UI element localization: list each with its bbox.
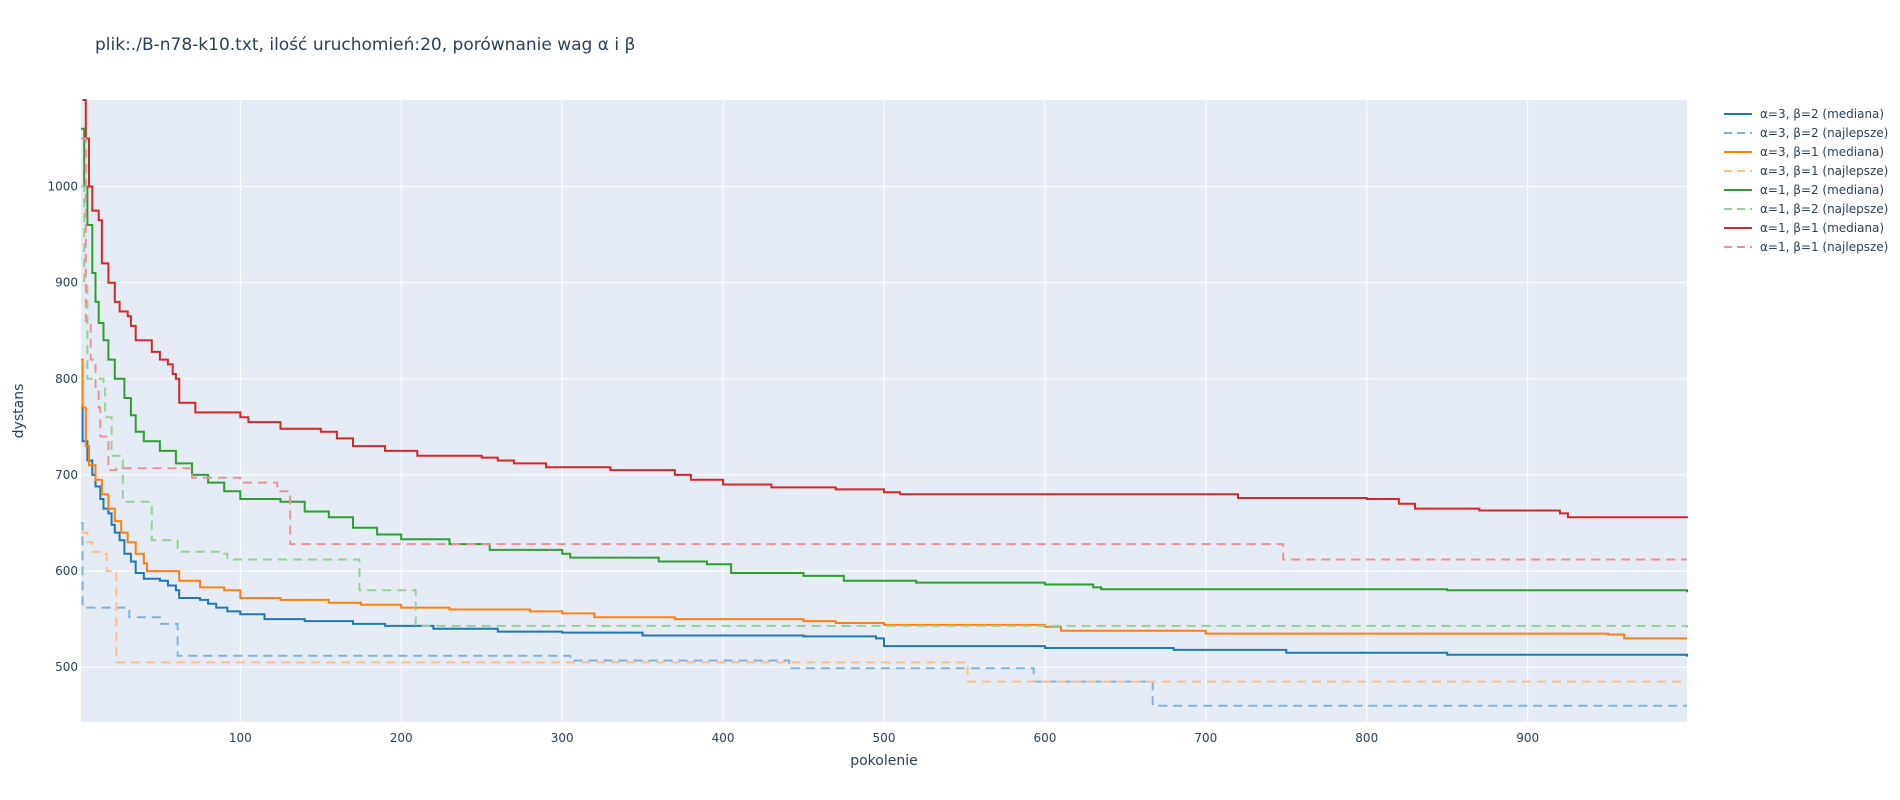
legend-item[interactable]: α=1, β=1 (najlepsze) [1724,240,1888,254]
chart-title: plik:./B-n78-k10.txt, ilość uruchomień:2… [95,35,635,55]
y-tick-label: 1000 [47,180,78,194]
legend-label: α=1, β=2 (mediana) [1760,183,1884,197]
series-line-3 [81,531,1687,683]
legend-label: α=1, β=2 (najlepsze) [1760,202,1888,216]
legend-label: α=3, β=2 (mediana) [1760,107,1884,121]
y-tick-label: 600 [55,564,78,578]
series-line-5 [81,185,1688,628]
x-tick-label: 100 [229,731,252,745]
axis-ticks: 100 200 300 400 500 600 700 800 900 500 600 700 800 9… [47,180,1539,745]
x-tick-label: 400 [712,731,735,745]
x-axis-title: pokolenie [850,753,918,769]
series-line-7 [81,137,1687,561]
y-tick-label: 700 [55,468,78,482]
series-line-6 [82,99,1688,519]
x-tick-label: 300 [551,731,574,745]
legend-label: α=1, β=1 (najlepsze) [1760,240,1888,254]
series-line-2 [81,358,1687,640]
y-tick-label: 800 [55,372,78,386]
x-tick-label: 600 [1033,731,1056,745]
x-tick-label: 900 [1516,731,1539,745]
series-lines [81,99,1688,707]
legend-label: α=3, β=1 (najlepsze) [1760,164,1888,178]
legend-label: α=3, β=1 (mediana) [1760,145,1884,159]
legend-item[interactable]: α=3, β=1 (najlepsze) [1724,164,1888,178]
x-tick-label: 500 [873,731,896,745]
legend-item[interactable]: α=3, β=2 (najlepsze) [1724,126,1888,140]
x-tick-label: 800 [1355,731,1378,745]
legend-item[interactable]: α=1, β=2 (mediana) [1724,183,1884,197]
series-line-4 [81,127,1688,593]
legend-label: α=3, β=2 (najlepsze) [1760,126,1888,140]
y-axis-title: dystans [11,384,27,439]
legend[interactable]: α=3, β=2 (mediana) α=3, β=2 (najlepsze) α=… [1724,107,1888,254]
x-tick-label: 200 [390,731,413,745]
legend-item[interactable]: α=1, β=1 (mediana) [1724,221,1884,235]
legend-item[interactable]: α=3, β=1 (mediana) [1724,145,1884,159]
legend-item[interactable]: α=1, β=2 (najlepsze) [1724,202,1888,216]
legend-label: α=1, β=1 (mediana) [1760,221,1884,235]
x-tick-label: 700 [1194,731,1217,745]
y-tick-label: 900 [55,276,78,290]
y-tick-label: 500 [55,660,78,674]
legend-item[interactable]: α=3, β=2 (mediana) [1724,107,1884,121]
